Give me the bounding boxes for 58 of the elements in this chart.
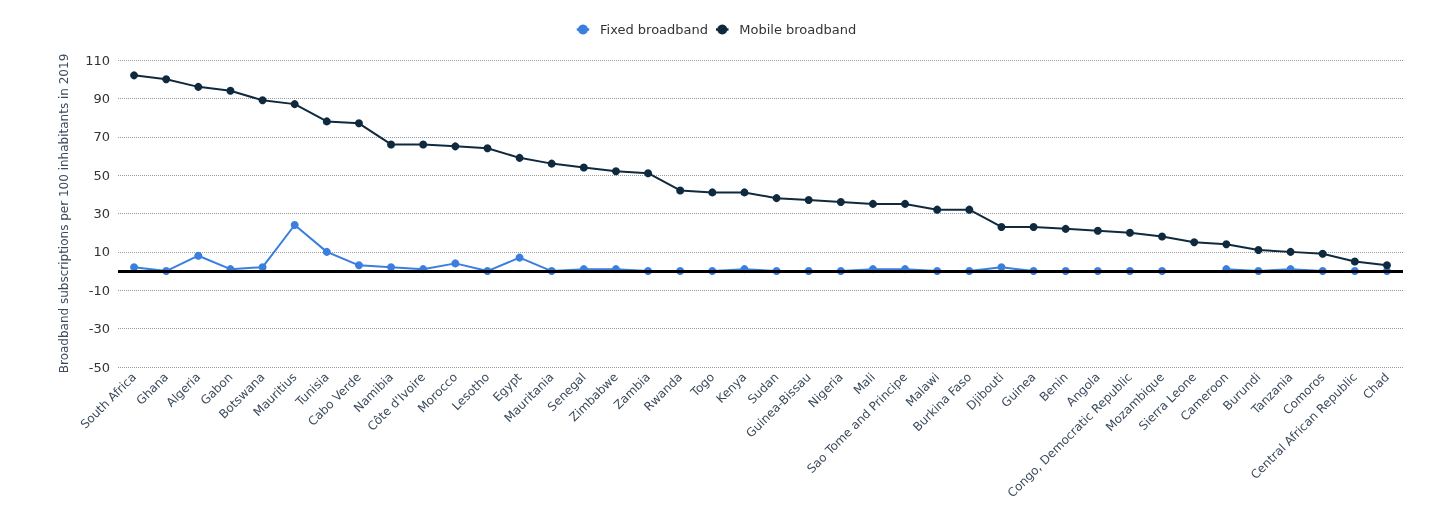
y-tick-label: -50 — [88, 359, 110, 375]
point — [804, 196, 813, 205]
point — [515, 253, 524, 262]
point — [547, 159, 556, 168]
point — [258, 96, 267, 105]
point — [451, 142, 460, 151]
point — [290, 100, 299, 109]
point — [644, 169, 653, 178]
point — [1190, 238, 1199, 247]
y-tick-label: -30 — [88, 321, 110, 337]
point — [194, 82, 203, 91]
point — [1061, 224, 1070, 233]
y-tick-label: 10 — [93, 244, 110, 260]
point — [162, 75, 171, 84]
point — [322, 247, 331, 256]
point — [1158, 232, 1167, 241]
point — [1318, 249, 1327, 258]
point — [354, 261, 363, 270]
point — [515, 153, 524, 162]
y-tick-label: 110 — [85, 52, 110, 68]
point — [1125, 228, 1134, 237]
point — [451, 259, 460, 268]
point — [1029, 222, 1038, 231]
point — [322, 117, 331, 126]
point — [419, 140, 428, 149]
point — [1093, 226, 1102, 235]
point — [1350, 257, 1359, 266]
y-tick-label: -10 — [88, 282, 110, 298]
point — [1222, 240, 1231, 249]
point — [772, 194, 781, 203]
point — [1286, 247, 1295, 256]
point — [579, 163, 588, 172]
y-axis-title: Broadband subscriptions per 100 inhabitants in 2019 — [57, 53, 71, 374]
point — [1382, 261, 1391, 270]
y-tick-label: 30 — [93, 206, 110, 221]
point — [1254, 245, 1263, 254]
y-tick-label: 50 — [93, 167, 110, 183]
point — [997, 222, 1006, 231]
point — [965, 205, 974, 214]
point — [194, 251, 203, 260]
legend-label: Mobile broadband — [739, 22, 857, 37]
point — [676, 186, 685, 195]
point — [868, 199, 877, 208]
point — [836, 197, 845, 206]
point — [290, 221, 299, 230]
point — [483, 144, 492, 153]
point — [901, 199, 910, 208]
point — [611, 167, 620, 176]
legend-label: Fixed broadband — [600, 22, 709, 37]
y-tick-label: 70 — [93, 129, 110, 145]
point — [130, 71, 139, 80]
point — [387, 140, 396, 149]
point — [226, 86, 235, 95]
point — [933, 205, 942, 214]
point — [708, 188, 717, 197]
y-tick-label: 90 — [93, 90, 110, 106]
point — [740, 188, 749, 197]
point — [354, 119, 363, 128]
